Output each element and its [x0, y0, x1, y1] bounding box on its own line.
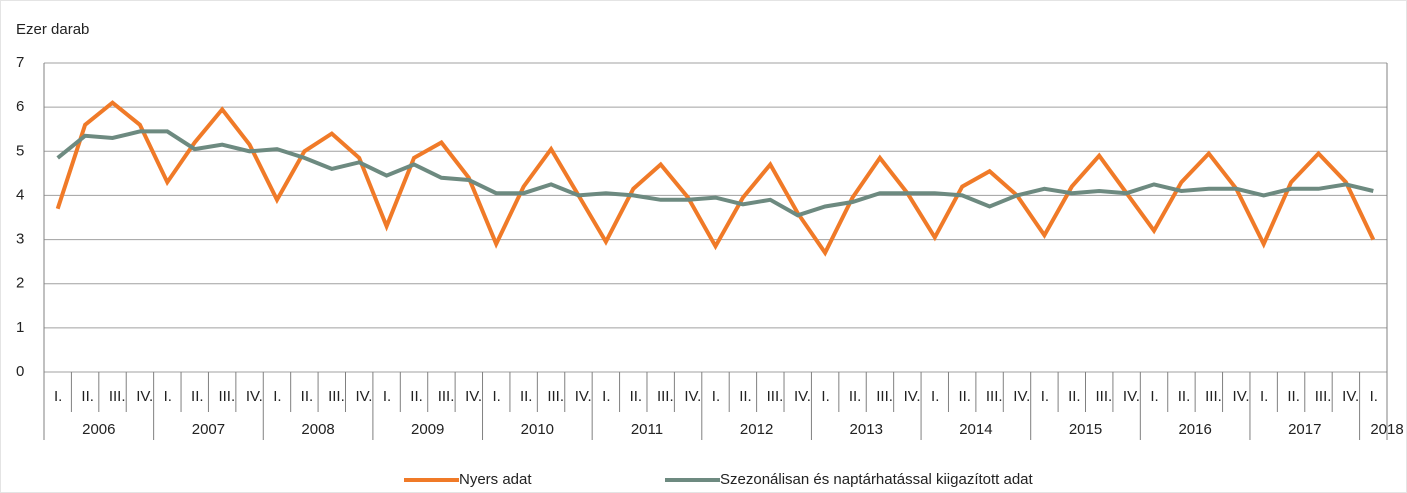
x-tick-label: II. [1068, 388, 1081, 405]
x-tick-label: III. [1096, 388, 1113, 405]
x-tick-label: I. [383, 388, 391, 405]
x-tick-label: IV. [246, 388, 263, 405]
x-tick-label: I. [164, 388, 172, 405]
y-tick-label: 0 [16, 363, 24, 380]
y-axis-label: Ezer darab [16, 21, 89, 38]
y-tick-label: 7 [16, 54, 24, 71]
year-label: 2011 [631, 421, 663, 438]
x-tick-label: III. [657, 388, 674, 405]
year-label: 2014 [959, 421, 992, 438]
year-label: 2018 [1370, 421, 1403, 438]
year-label: 2017 [1288, 421, 1321, 438]
x-tick-label: IV. [355, 388, 372, 405]
x-tick-label: II. [630, 388, 643, 405]
x-tick-label: III. [876, 388, 893, 405]
x-tick-label: III. [218, 388, 235, 405]
x-tick-label: III. [1205, 388, 1222, 405]
x-tick-label: I. [493, 388, 501, 405]
y-tick-label: 2 [16, 275, 24, 292]
x-tick-label: IV. [465, 388, 482, 405]
year-label: 2010 [521, 421, 554, 438]
year-label: 2016 [1178, 421, 1211, 438]
x-tick-label: IV. [136, 388, 153, 405]
x-tick-label: IV. [1013, 388, 1030, 405]
x-tick-label: I. [1041, 388, 1049, 405]
x-tick-label: II. [191, 388, 204, 405]
x-tick-label: IV. [1233, 388, 1250, 405]
x-tick-label: II. [1178, 388, 1191, 405]
x-tick-label: II. [81, 388, 94, 405]
x-tick-label: III. [986, 388, 1003, 405]
y-tick-label: 6 [16, 98, 24, 115]
x-tick-label: III. [328, 388, 345, 405]
y-tick-label: 4 [16, 186, 24, 203]
x-tick-label: I. [821, 388, 829, 405]
x-tick-label: II. [739, 388, 752, 405]
x-tick-label: II. [849, 388, 862, 405]
y-tick-label: 3 [16, 231, 24, 248]
x-tick-label: III. [438, 388, 455, 405]
x-tick-label: IV. [904, 388, 921, 405]
series-line [56, 129, 1374, 218]
x-tick-label: I. [1260, 388, 1268, 405]
x-tick-label: I. [931, 388, 939, 405]
year-label: 2015 [1069, 421, 1102, 438]
year-label: 2008 [301, 421, 334, 438]
year-label: 2006 [82, 421, 115, 438]
y-tick-label: 1 [16, 319, 24, 336]
x-tick-label: I. [712, 388, 720, 405]
x-tick-label: I. [1370, 388, 1378, 405]
legend-label: Nyers adat [459, 471, 532, 488]
x-tick-label: IV. [575, 388, 592, 405]
x-tick-label: II. [301, 388, 314, 405]
y-tick-label: 5 [16, 142, 24, 159]
x-tick-label: I. [273, 388, 281, 405]
x-tick-label: IV. [1342, 388, 1359, 405]
x-tick-label: II. [1287, 388, 1300, 405]
x-tick-label: III. [547, 388, 564, 405]
year-label: 2013 [850, 421, 883, 438]
year-label: 2007 [192, 421, 225, 438]
series-line [55, 100, 1376, 257]
x-tick-label: IV. [794, 388, 811, 405]
x-tick-label: IV. [1123, 388, 1140, 405]
x-tick-label: II. [958, 388, 971, 405]
x-tick-label: I. [54, 388, 62, 405]
x-tick-label: III. [767, 388, 784, 405]
legend-label: Szezonálisan és naptárhatással kiigazíto… [720, 471, 1034, 488]
year-label: 2012 [740, 421, 773, 438]
x-tick-label: II. [410, 388, 423, 405]
year-label: 2009 [411, 421, 444, 438]
x-tick-label: II. [520, 388, 533, 405]
x-tick-label: I. [602, 388, 610, 405]
x-tick-label: IV. [684, 388, 701, 405]
x-tick-label: I. [1150, 388, 1158, 405]
x-tick-label: III. [109, 388, 126, 405]
x-tick-label: III. [1315, 388, 1332, 405]
